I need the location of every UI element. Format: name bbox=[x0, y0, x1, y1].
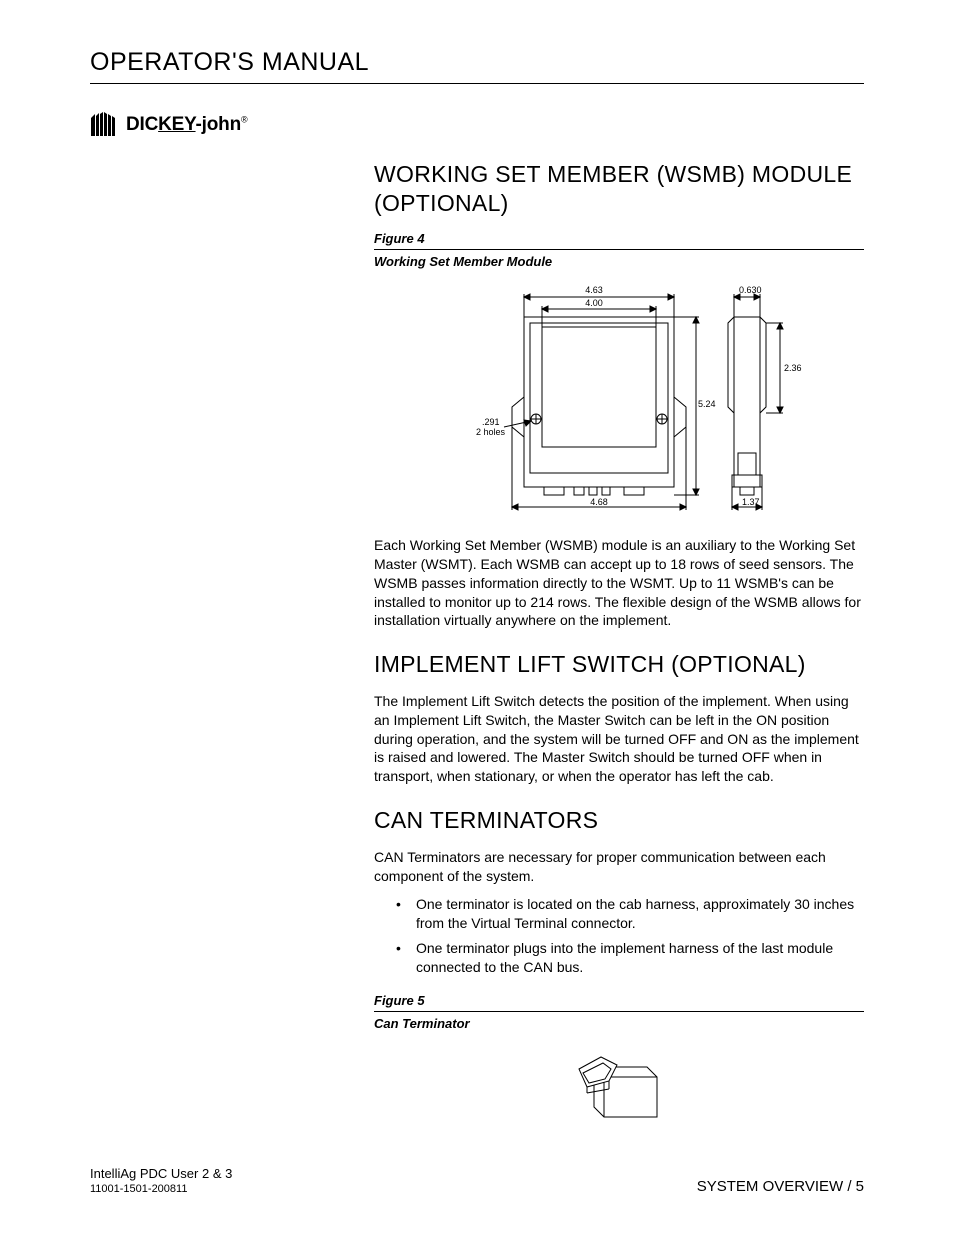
dim-0630: 0.630 bbox=[739, 285, 762, 295]
figure5-label: Figure 5 bbox=[374, 993, 864, 1012]
section2-title: IMPLEMENT LIFT SWITCH (OPTIONAL) bbox=[374, 650, 864, 679]
footer-section-page: SYSTEM OVERVIEW / 5 bbox=[697, 1178, 864, 1195]
brand-logo-icon bbox=[90, 112, 118, 138]
bullet-item: One terminator plugs into the implement … bbox=[396, 939, 864, 977]
bullet-item: One terminator is located on the cab har… bbox=[396, 895, 864, 933]
section3-title: CAN TERMINATORS bbox=[374, 806, 864, 835]
section1-title: WORKING SET MEMBER (WSMB) MODULE (OPTION… bbox=[374, 160, 864, 219]
registered-mark: ® bbox=[241, 115, 247, 125]
section3-bullets: One terminator is located on the cab har… bbox=[396, 895, 864, 977]
brand-logo: DICKEY-john® bbox=[90, 112, 864, 138]
terminator-diagram bbox=[374, 1039, 864, 1134]
dim-468: 4.68 bbox=[590, 497, 608, 507]
dim-236: 2.36 bbox=[784, 363, 802, 373]
brand-logo-text: DICKEY-john® bbox=[126, 114, 247, 136]
figure4-block: Figure 4 Working Set Member Module bbox=[374, 231, 864, 269]
header-title: OPERATOR'S MANUAL bbox=[90, 48, 369, 76]
dim-400: 4.00 bbox=[585, 298, 603, 308]
section3-body: CAN Terminators are necessary for proper… bbox=[374, 848, 864, 886]
footer-product: IntelliAg PDC User 2 & 3 bbox=[90, 1166, 232, 1181]
dim-463: 4.63 bbox=[585, 285, 603, 295]
figure4-label: Figure 4 bbox=[374, 231, 864, 250]
dim-524: 5.24 bbox=[698, 399, 716, 409]
section1-body: Each Working Set Member (WSMB) module is… bbox=[374, 536, 864, 630]
section2-body: The Implement Lift Switch detects the po… bbox=[374, 692, 864, 786]
brand-pre: DIC bbox=[126, 114, 158, 135]
brand-post: -john bbox=[196, 114, 241, 135]
figure5-block: Figure 5 Can Terminator bbox=[374, 993, 864, 1031]
figure4-caption: Working Set Member Module bbox=[374, 254, 864, 269]
page-header: OPERATOR'S MANUAL bbox=[90, 48, 864, 84]
dim-2holes: 2 holes bbox=[476, 427, 506, 437]
dim-137: 1.37 bbox=[742, 497, 760, 507]
brand-key: KEY bbox=[158, 114, 195, 135]
footer-docnum: 11001-1501-200811 bbox=[90, 1183, 232, 1195]
main-content: WORKING SET MEMBER (WSMB) MODULE (OPTION… bbox=[374, 160, 864, 1134]
dim-291: .291 bbox=[482, 417, 500, 427]
figure5-caption: Can Terminator bbox=[374, 1016, 864, 1031]
footer-left: IntelliAg PDC User 2 & 3 11001-1501-2008… bbox=[90, 1166, 232, 1195]
wsmb-diagram: 4.63 4.00 4.68 5.24 .291 2 holes 0.630 2… bbox=[374, 277, 864, 522]
page-footer: IntelliAg PDC User 2 & 3 11001-1501-2008… bbox=[90, 1166, 864, 1195]
